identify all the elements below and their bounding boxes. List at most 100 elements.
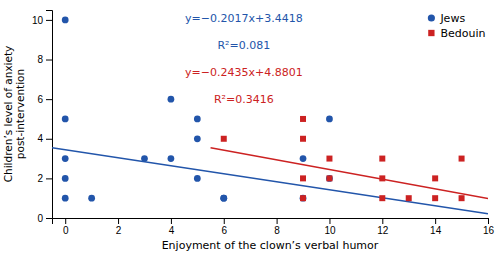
legend: Jews Bedouin [428,12,486,40]
annotation: y=−0.2017x+3.4418 [185,12,303,25]
tick-mark [118,218,119,224]
point [220,195,227,202]
point-group [221,116,465,201]
tick-label: 8 [274,225,280,236]
point [220,195,227,202]
x-axis: 0 2 4 6 8 10 12 14 16 [53,218,495,236]
tick-label: 16 [483,225,495,236]
point [326,175,333,182]
data-marks [52,17,488,214]
tick-label: 12 [377,225,389,236]
tick-label: 0 [37,213,43,224]
point [406,195,412,201]
tick-mark [382,218,383,224]
chart: 0 2 4 6 8 10 12 14 16 0 2 4 6 8 10 y=−0.2017x+3.4418 R²=… [0,0,500,254]
annotations: y=−0.2017x+3.4418 R²=0.081 y=−0.2435x+4.88… [185,12,303,106]
point [221,136,227,142]
legend-label: Jews [439,12,465,25]
axis-line [53,219,489,225]
tick-mark [46,218,52,219]
point [141,155,148,162]
tick-mark [224,218,225,224]
tick: 2 [37,173,52,184]
tick-label: 14 [430,225,442,236]
annotation: y=−0.2435x+4.8801 [185,66,303,79]
tick-label: 2 [116,225,122,236]
trend-line [211,148,488,199]
annotation: R²=0.081 [217,39,270,52]
tick: 2 [116,218,122,236]
point [62,116,69,123]
point [459,156,465,162]
tick-mark [46,20,52,21]
point [194,175,201,182]
legend-label: Bedouin [440,27,485,40]
tick: 6 [221,218,227,236]
tick: 10 [324,218,336,236]
tick-mark [329,218,330,224]
point [300,195,306,201]
legend-symbol [428,30,434,36]
point [88,195,95,202]
plot-area: 0 2 4 6 8 10 12 14 16 0 2 4 6 8 10 y=−0.2017x+3.4418 R²=… [32,11,495,237]
point [300,175,306,181]
point [62,155,69,162]
tick: 16 [483,218,495,236]
legend-item: Bedouin [428,27,485,40]
axis-line [46,11,53,219]
tick-mark [46,60,52,61]
tick-mark [46,139,52,140]
tick-label: 4 [37,133,43,144]
point [432,195,438,201]
tick-label: 10 [32,15,44,26]
legend-item: Jews [428,12,466,25]
tick-mark [488,218,489,224]
tick-label: 0 [63,225,69,236]
point [62,175,69,182]
y-axis: 0 2 4 6 8 10 [32,11,53,224]
point [326,175,332,181]
tick: 10 [32,15,52,26]
point [379,175,385,181]
x-axis-title: Enjoyment of the clown’s verbal humor [162,239,379,252]
point [459,195,465,201]
point [432,175,438,181]
tick-label: 6 [221,225,227,236]
point-group [62,17,333,202]
tick-mark [171,218,172,224]
point [326,116,333,123]
point [168,155,175,162]
tick-label: 2 [37,173,43,184]
y-axis-title: Children’s level of anxietypost-interven… [2,46,26,183]
tick-label: 8 [37,54,43,65]
tick-mark [65,218,66,224]
point [62,195,69,202]
point [194,116,201,123]
point [300,155,307,162]
point [379,156,385,162]
tick: 12 [377,218,389,236]
tick: 8 [274,218,280,236]
point [194,135,201,142]
tick-label: 10 [324,225,336,236]
point [62,17,69,24]
tick: 0 [37,213,52,224]
tick-mark [277,218,278,224]
tick: 14 [430,218,442,236]
tick: 4 [37,133,52,144]
point [300,195,307,202]
point [326,156,332,162]
tick-label: 4 [169,225,175,236]
tick: 6 [37,94,52,105]
point [168,96,175,103]
point [379,195,385,201]
legend-symbol [428,14,435,21]
tick-mark [435,218,436,224]
tick: 0 [63,218,69,236]
tick-label: 6 [37,94,43,105]
annotation: R²=0.3416 [214,93,274,106]
tick: 8 [37,54,52,65]
point [300,116,306,122]
point [300,136,306,142]
trend-line [52,148,488,214]
